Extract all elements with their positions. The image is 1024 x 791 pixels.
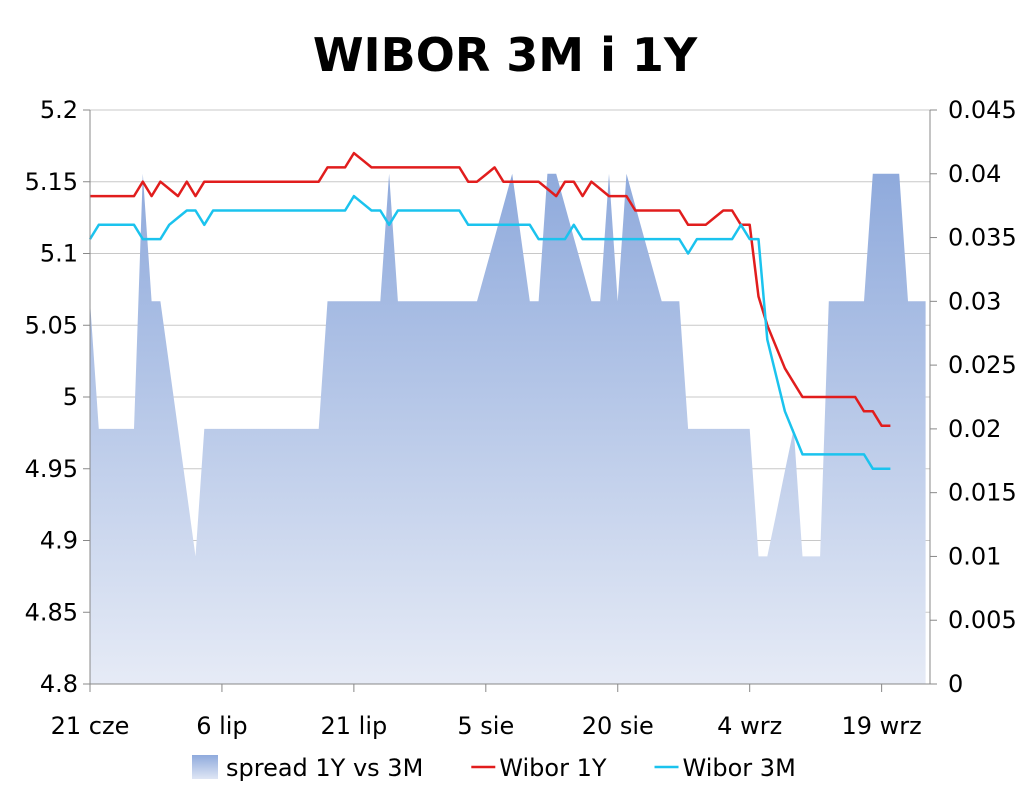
legend: spread 1Y vs 3M Wibor 1Y Wibor 3M: [192, 754, 796, 782]
left-axis-tick-label: 5: [63, 383, 78, 411]
legend-label: spread 1Y vs 3M: [226, 754, 423, 782]
series-wibor-1y-line: [90, 151, 891, 427]
series-wibor-3m-line: [88, 194, 891, 470]
x-axis-tick-label: 4 wrz: [717, 712, 782, 740]
legend-label: Wibor 1Y: [499, 754, 607, 782]
right-axis-tick-label: 0.01: [948, 542, 1001, 570]
x-axis-tick-label: 19 wrz: [841, 712, 921, 740]
x-axis-tick-label: 20 sie: [582, 712, 654, 740]
axes-layer: [83, 109, 937, 692]
left-axis-tick-label: 4.9: [40, 527, 78, 555]
right-axis-tick-label: 0.04: [948, 160, 1001, 188]
left-axis-tick-label: 5.15: [25, 168, 78, 196]
left-axis-tick-label: 5.05: [25, 311, 78, 339]
left-axis-tick-label: 4.95: [25, 455, 78, 483]
chart-title: WIBOR 3M i 1Y: [312, 28, 698, 82]
right-axis-tick-label: 0.025: [948, 351, 1017, 379]
x-axis-tick-label: 21 lip: [320, 712, 387, 740]
right-axis-tick-label: 0.005: [948, 606, 1017, 634]
x-axis-tick-label: 5 sie: [457, 712, 514, 740]
x-axis-tick-label: 6 lip: [196, 712, 247, 740]
legend-label: Wibor 3M: [683, 754, 796, 782]
left-axis-tick-label: 4.85: [25, 598, 78, 626]
right-axis-tick-label: 0.02: [948, 415, 1001, 443]
left-axis-tick-label: 4.8: [40, 670, 78, 698]
right-axis-tick-label: 0.03: [948, 287, 1001, 315]
left-axis-tick-label: 5.2: [40, 96, 78, 124]
series-spread-1y-vs-3m-area: [90, 173, 926, 685]
left-axis-tick-label: 5.1: [40, 240, 78, 268]
right-axis-tick-label: 0.015: [948, 479, 1017, 507]
right-axis-tick-label: 0.045: [948, 96, 1017, 124]
rate-lines-layer: [88, 151, 891, 470]
spread-area-layer: [90, 173, 926, 685]
tick-labels-layer: 5.2 5.15 5.1 5.05 5 4.95 4.9 4.85 4.8 0.045 0.04 0.…: [25, 96, 1017, 740]
right-axis-tick-label: 0.035: [948, 224, 1017, 252]
right-axis-tick-label: 0: [948, 670, 963, 698]
legend-swatch-spread: [192, 755, 218, 779]
x-axis-tick-label: 21 cze: [51, 712, 130, 740]
